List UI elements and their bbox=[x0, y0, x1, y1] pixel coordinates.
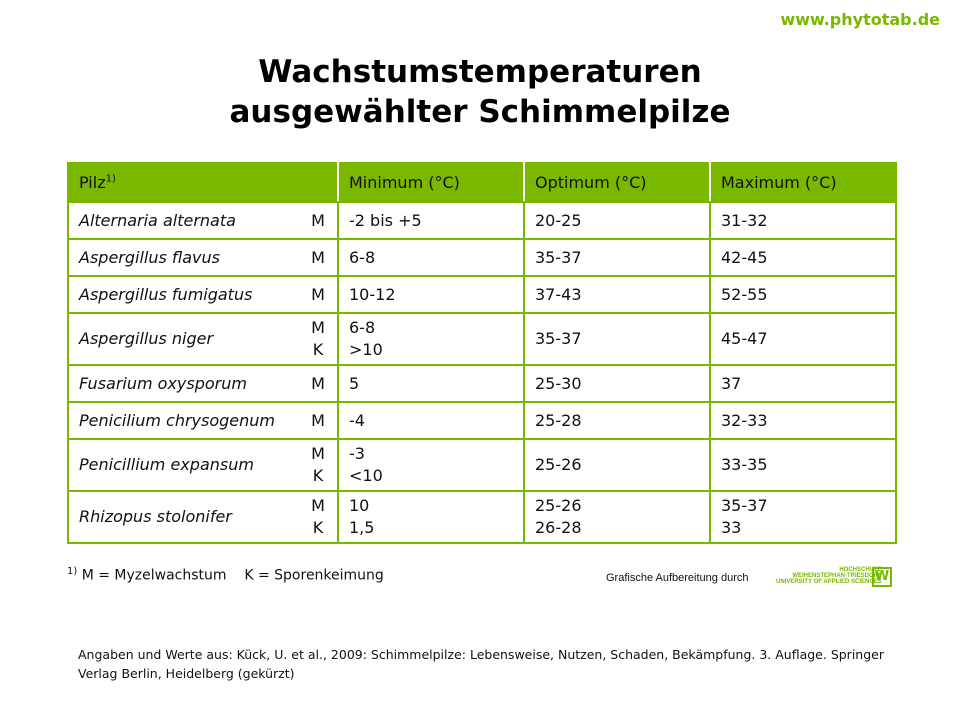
header-max: Maximum (°C) bbox=[709, 162, 897, 203]
table-row: Aspergillus flavus M 6-8 35-37 42-45 bbox=[67, 238, 897, 277]
table-row: Rhizopus stolonifer M K 10 1,5 25-26 26-28 35-3… bbox=[67, 490, 897, 544]
growth-type: M bbox=[299, 238, 339, 277]
table-row: Aspergillus niger M K 6-8 >10 35-37 45-47 bbox=[67, 312, 897, 366]
table-row: Alternaria alternata M -2 bis +5 20-25 31-32 bbox=[67, 201, 897, 240]
min-temp: 10-12 bbox=[337, 275, 525, 314]
opt-temp: 20-25 bbox=[523, 201, 711, 240]
title-line-2: ausgewählter Schimmelpilze bbox=[229, 94, 731, 130]
fungus-name: Fusarium oxysporum bbox=[67, 364, 299, 403]
opt-temp: 25-28 bbox=[523, 401, 711, 440]
min-temp: 5 bbox=[337, 364, 525, 403]
growth-type: M bbox=[299, 364, 339, 403]
opt-temp: 35-37 bbox=[523, 312, 711, 366]
table-row: Aspergillus fumigatus M 10-12 37-43 52-55 bbox=[67, 275, 897, 314]
logo-mark-icon: W bbox=[872, 567, 892, 587]
min-temp: -4 bbox=[337, 401, 525, 440]
max-temp: 31-32 bbox=[709, 201, 897, 240]
max-temp: 37 bbox=[709, 364, 897, 403]
table-row: Penicillium expansum M K -3 <10 25-26 33-35 bbox=[67, 438, 897, 492]
max-temp: 35-37 33 bbox=[709, 490, 897, 544]
min-temp: -2 bis +5 bbox=[337, 201, 525, 240]
fungus-name: Rhizopus stolonifer bbox=[67, 490, 299, 544]
min-temp: 6-8 >10 bbox=[337, 312, 525, 366]
fungus-name: Aspergillus fumigatus bbox=[67, 275, 299, 314]
max-temp: 45-47 bbox=[709, 312, 897, 366]
temperature-table: Pilz1) Minimum (°C) Optimum (°C) Maximum… bbox=[67, 162, 897, 544]
opt-temp: 25-26 26-28 bbox=[523, 490, 711, 544]
growth-type: M bbox=[299, 401, 339, 440]
title-line-1: Wachstumstemperaturen bbox=[258, 54, 702, 90]
credit-text: Grafische Aufbereitung durch bbox=[606, 572, 749, 584]
site-url[interactable]: www.phytotab.de bbox=[780, 10, 940, 29]
header-pilz: Pilz1) bbox=[67, 162, 339, 203]
page-title: Wachstumstemperaturen ausgewählter Schim… bbox=[0, 52, 960, 132]
source-citation: Angaben und Werte aus: Kück, U. et al., … bbox=[78, 647, 884, 681]
opt-temp: 25-30 bbox=[523, 364, 711, 403]
header-opt: Optimum (°C) bbox=[523, 162, 711, 203]
opt-temp: 37-43 bbox=[523, 275, 711, 314]
max-temp: 32-33 bbox=[709, 401, 897, 440]
fungus-name: Aspergillus niger bbox=[67, 312, 299, 366]
min-temp: 10 1,5 bbox=[337, 490, 525, 544]
footnote: 1) M = Myzelwachstum K = Sporenkeimung bbox=[67, 566, 384, 584]
table-row: Fusarium oxysporum M 5 25-30 37 bbox=[67, 364, 897, 403]
header-min: Minimum (°C) bbox=[337, 162, 525, 203]
max-temp: 52-55 bbox=[709, 275, 897, 314]
opt-temp: 35-37 bbox=[523, 238, 711, 277]
table-header: Pilz1) Minimum (°C) Optimum (°C) Maximum… bbox=[67, 162, 897, 203]
opt-temp: 25-26 bbox=[523, 438, 711, 492]
min-temp: 6-8 bbox=[337, 238, 525, 277]
min-temp: -3 <10 bbox=[337, 438, 525, 492]
fungus-name: Penicilium chrysogenum bbox=[67, 401, 299, 440]
growth-type: M bbox=[299, 201, 339, 240]
fungus-name: Aspergillus flavus bbox=[67, 238, 299, 277]
fungus-name: Penicillium expansum bbox=[67, 438, 299, 492]
max-temp: 42-45 bbox=[709, 238, 897, 277]
max-temp: 33-35 bbox=[709, 438, 897, 492]
table-row: Penicilium chrysogenum M -4 25-28 32-33 bbox=[67, 401, 897, 440]
university-logo: HOCHSCHULE WEIHENSTEPHAN-TRIESDORF UNIVERS… bbox=[776, 567, 882, 585]
growth-type: M bbox=[299, 275, 339, 314]
fungus-name: Alternaria alternata bbox=[67, 201, 299, 240]
